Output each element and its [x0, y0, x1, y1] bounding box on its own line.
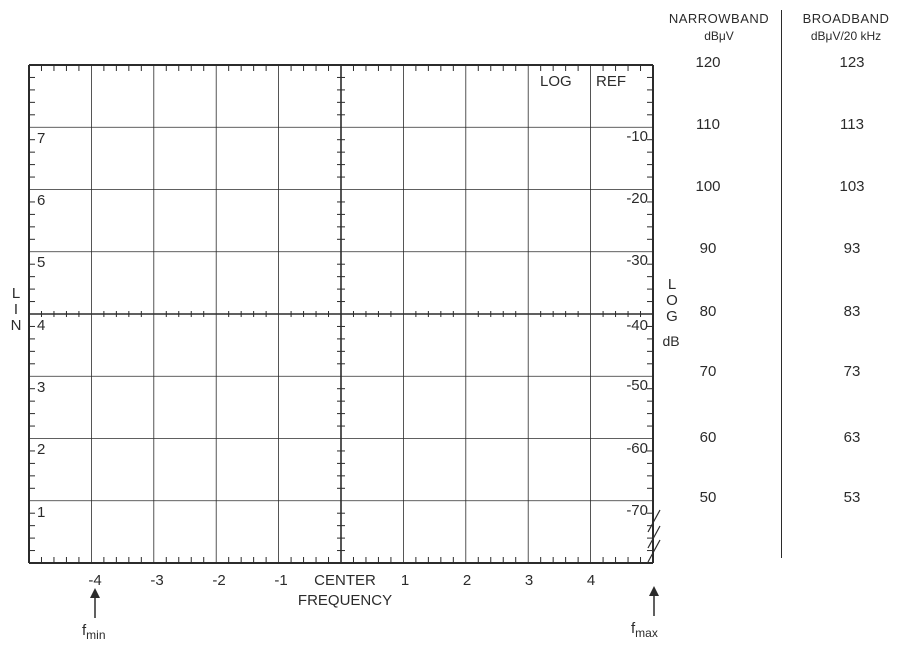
lin-division-label: 6	[37, 192, 46, 209]
fmin-label: fmin	[82, 622, 106, 642]
hatch-stroke	[647, 525, 661, 549]
broadband-value: 123	[839, 54, 865, 71]
graticule-grid	[28, 64, 654, 564]
log-axis-label: L O G	[662, 277, 682, 325]
log-ref-label: LOG	[540, 73, 572, 90]
frequency-tick-label: 4	[586, 572, 596, 589]
lin-division-label: 7	[37, 130, 46, 147]
fmax-arrow-icon	[649, 586, 659, 616]
frequency-tick-label: -3	[150, 572, 164, 589]
frequency-tick-label: 2	[462, 572, 472, 589]
frequency-tick-label: 3	[524, 572, 534, 589]
frequency-label: FREQUENCY	[297, 592, 393, 609]
narrowband-title: NARROWBAND	[668, 11, 770, 26]
log-axis-unit: dB	[662, 333, 680, 349]
lin-division-label: 4	[37, 317, 46, 334]
broadband-value: 83	[843, 303, 861, 320]
narrowband-value: 120	[695, 54, 721, 71]
log-db-label: -20	[626, 190, 648, 207]
frequency-tick-label: -1	[274, 572, 288, 589]
broadband-value: 103	[839, 178, 865, 195]
broadband-value: 113	[840, 116, 864, 133]
table-divider	[781, 10, 782, 558]
log-db-label: -40	[626, 317, 648, 334]
lin-division-label: 5	[37, 254, 46, 271]
lin-axis-label: L I N	[6, 286, 26, 334]
narrowband-unit: dBμV	[704, 29, 734, 43]
center-label: CENTER	[314, 572, 376, 589]
broadband-value: 63	[843, 429, 861, 446]
hatch-stroke	[647, 539, 661, 563]
broadband-title: BROADBAND	[802, 11, 890, 26]
ref-label: REF	[596, 73, 626, 90]
log-db-label: -30	[626, 252, 648, 269]
narrowband-value: 100	[695, 178, 721, 195]
frequency-tick-label: -2	[212, 572, 226, 589]
frequency-tick-label: -4	[88, 572, 102, 589]
lin-letter: L	[11, 285, 21, 302]
narrowband-value: 70	[699, 363, 717, 380]
lin-division-label: 3	[37, 379, 46, 396]
log-db-label: -70	[626, 502, 648, 519]
log-letter: G	[666, 308, 678, 325]
lin-division-label: 2	[37, 441, 46, 458]
broadband-value: 53	[843, 489, 861, 506]
narrowband-value: 80	[699, 303, 717, 320]
frequency-tick-label: 1	[400, 572, 410, 589]
broadband-value: 93	[843, 240, 861, 257]
lin-letter: I	[13, 301, 19, 318]
fmin-arrow-icon	[90, 588, 100, 618]
log-letter: O	[666, 292, 678, 309]
lin-letter: N	[10, 317, 22, 334]
broadband-unit: dBμV/20 kHz	[810, 29, 882, 43]
narrowband-value: 50	[699, 489, 717, 506]
broadband-value: 73	[843, 363, 861, 380]
narrowband-value: 110	[696, 116, 720, 133]
log-db-label: -10	[626, 128, 648, 145]
log-db-label: -50	[626, 377, 648, 394]
lin-division-label: 1	[37, 504, 46, 521]
narrowband-value: 90	[699, 240, 717, 257]
narrowband-value: 60	[699, 429, 717, 446]
log-letter: L	[667, 276, 677, 293]
log-db-label: -60	[626, 440, 648, 457]
fmax-label: fmax	[631, 620, 658, 640]
range-break-mark	[647, 509, 661, 563]
hatch-stroke	[647, 509, 661, 533]
